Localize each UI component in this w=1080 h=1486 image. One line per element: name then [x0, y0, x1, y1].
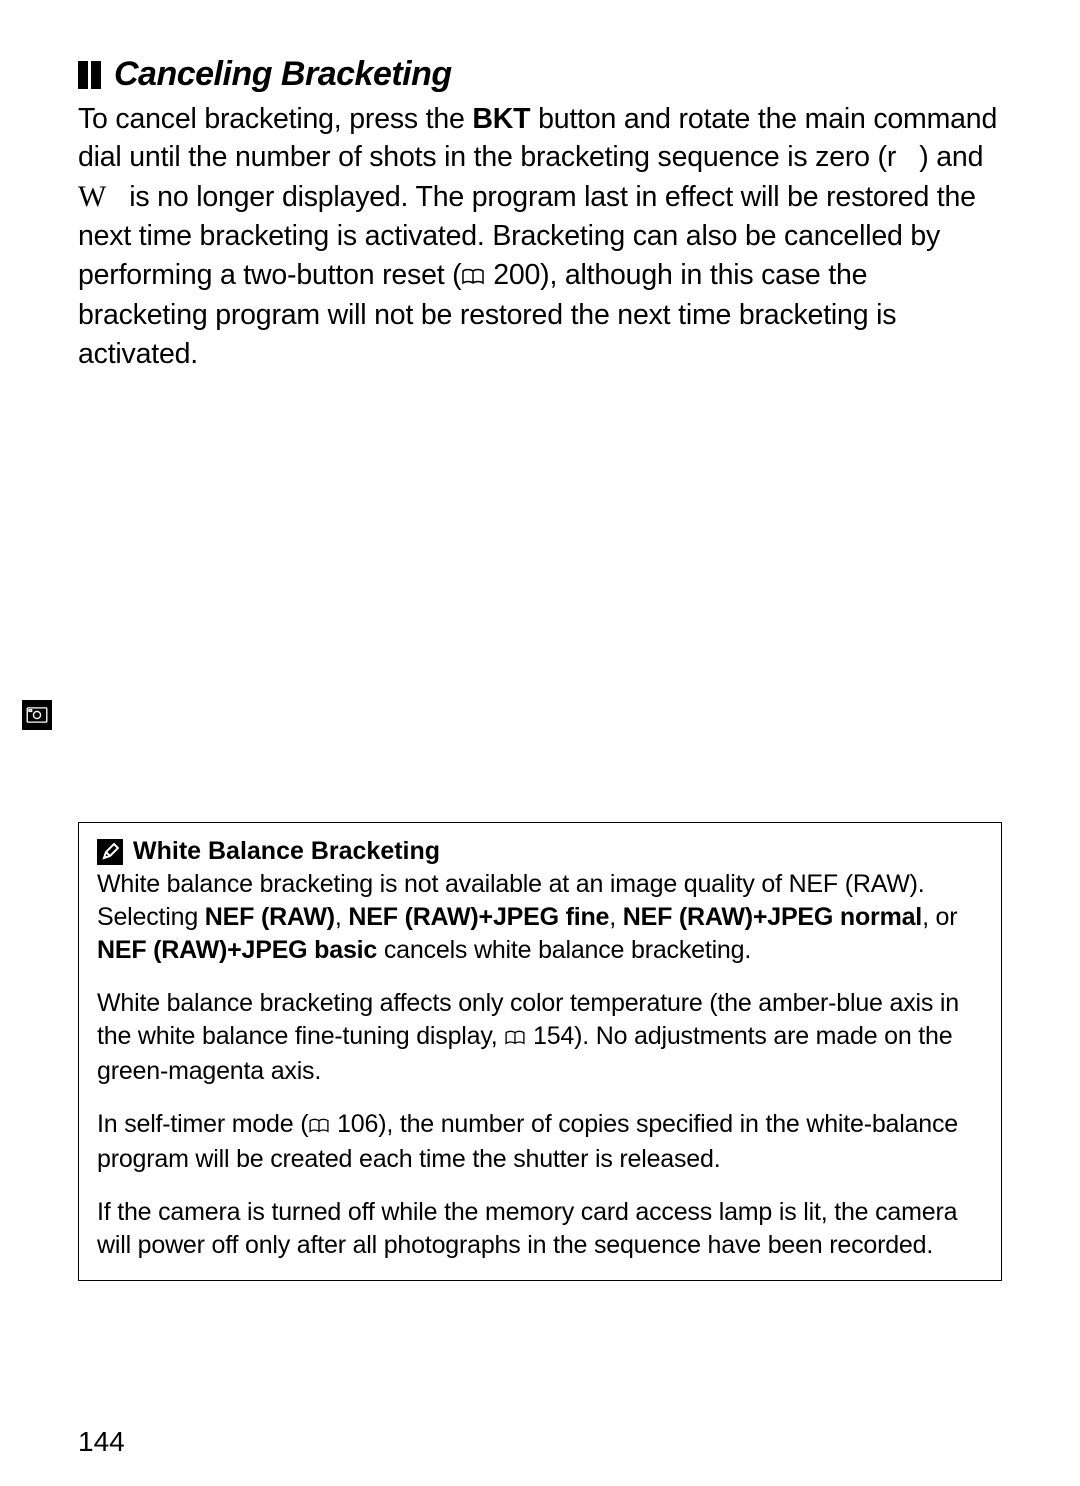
note-bold-run: NEF (RAW): [205, 903, 335, 931]
note-text-run: , or: [922, 903, 957, 931]
note-text-run: cancels white balance bracketing.: [377, 936, 751, 964]
heading-text: Canceling Bracketing: [114, 55, 452, 94]
section-heading: Canceling Bracketing: [78, 55, 1002, 94]
page-ref-icon: [461, 258, 485, 296]
note-bold-run: NEF (RAW)+JPEG fine: [348, 903, 609, 931]
note-box: White Balance Bracketing White balance b…: [78, 822, 1002, 1281]
note-text-run: ,: [335, 903, 349, 931]
body-text-run: To cancel bracketing, press the: [78, 103, 472, 135]
manual-page: Canceling Bracketing To cancel bracketin…: [0, 0, 1080, 1486]
note-title: White Balance Bracketing: [97, 837, 983, 866]
note-text-run: ,: [609, 903, 623, 931]
note-title-text: White Balance Bracketing: [133, 837, 440, 866]
note-paragraph: In self-timer mode ( 106), the number of…: [97, 1108, 983, 1176]
heading-marker-icon: [78, 61, 104, 89]
page-number: 144: [78, 1426, 125, 1458]
section-tab-icon: [22, 700, 52, 730]
body-paragraph: To cancel bracketing, press the BKT butt…: [78, 100, 1002, 373]
page-ref-icon: [504, 1022, 526, 1055]
bkt-label: BKT: [472, 103, 530, 135]
note-paragraph: White balance bracketing affects only co…: [97, 987, 983, 1088]
page-ref-icon: [308, 1110, 330, 1143]
note-text-run: In self-timer mode (: [97, 1110, 308, 1138]
note-paragraph: White balance bracketing is not availabl…: [97, 868, 983, 967]
note-bold-run: NEF (RAW)+JPEG normal: [623, 903, 922, 931]
body-text-run: ) and: [919, 141, 983, 173]
note-bold-run: NEF (RAW)+JPEG basic: [97, 936, 377, 964]
pencil-icon: [97, 839, 123, 865]
note-paragraph: If the camera is turned off while the me…: [97, 1196, 983, 1262]
wb-symbol: W: [78, 180, 106, 213]
